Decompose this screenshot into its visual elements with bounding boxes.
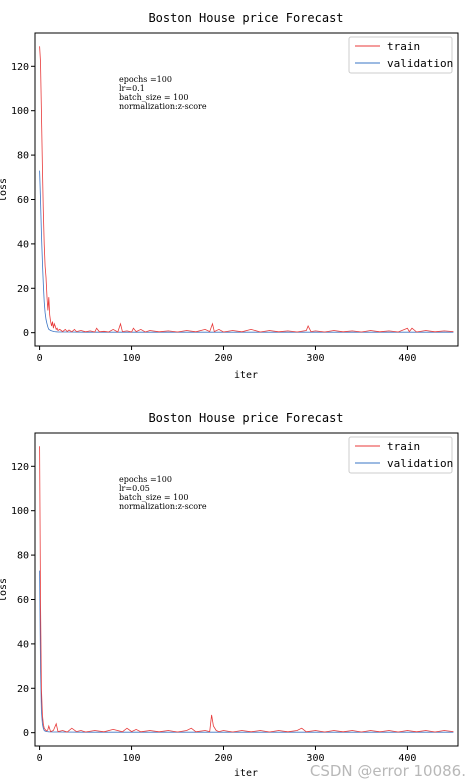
y-tick-label: 120 (11, 62, 29, 73)
y-tick-label: 0 (23, 728, 29, 739)
plot-area: 0 20 40 60 80 100 120 0 100 200 300 400 (11, 432, 459, 764)
plot-frame (34, 32, 459, 347)
chart-title: Boston House price Forecast (148, 11, 343, 25)
plot-frame (34, 432, 459, 747)
y-axis-label: loss (0, 178, 9, 202)
series-line-validation (39, 170, 454, 333)
y-tick-label: 60 (17, 595, 29, 606)
y-tick-label: 60 (17, 195, 29, 206)
x-tick-label: 100 (123, 753, 141, 764)
x-tick-label: 100 (123, 353, 141, 364)
series-line-train (39, 446, 454, 733)
x-tick-label: 300 (306, 353, 324, 364)
watermark-text: CSDN @error 10086. (309, 762, 466, 780)
plot-area: 0 20 40 60 80 100 120 0 100 200 300 400 (11, 32, 459, 364)
annotation-line: batch_size = 100 (119, 493, 188, 502)
legend: train validation (348, 436, 453, 474)
y-tick-label: 20 (17, 284, 29, 295)
y-tick-label: 20 (17, 684, 29, 695)
y-tick-label: 0 (23, 328, 29, 339)
legend-label-train: train (387, 440, 420, 453)
y-tick-label: 40 (17, 639, 29, 650)
x-axis-label: iter (234, 370, 258, 381)
y-tick-label: 80 (17, 151, 29, 162)
y-tick-label: 40 (17, 239, 29, 250)
annotation-line: normalization:z-score (119, 102, 207, 111)
x-tick-label: 400 (398, 753, 416, 764)
legend: train validation (348, 36, 453, 74)
x-axis-label: iter (234, 768, 258, 779)
annotation-block: epochs =100 lr=0.05 batch_size = 100 nor… (119, 475, 207, 511)
series-line-train (39, 46, 454, 333)
legend-label-train: train (387, 40, 420, 53)
annotation-line: batch_size = 100 (119, 93, 188, 102)
chart-top: Boston House price Forecast 0 20 40 60 80 100… (0, 11, 459, 381)
legend-label-validation: validation (387, 57, 453, 70)
x-tick-label: 200 (214, 753, 232, 764)
x-tick-label: 400 (398, 353, 416, 364)
y-tick-label: 120 (11, 462, 29, 473)
annotation-block: epochs =100 lr=0.1 batch_size = 100 norm… (119, 75, 207, 111)
y-tick-label: 80 (17, 551, 29, 562)
x-tick-label: 0 (37, 353, 43, 364)
x-tick-label: 0 (37, 753, 43, 764)
annotation-line: lr=0.1 (119, 84, 145, 93)
annotation-line: epochs =100 (119, 75, 172, 84)
annotation-line: normalization:z-score (119, 502, 207, 511)
annotation-line: epochs =100 (119, 475, 172, 484)
y-axis-label: loss (0, 578, 9, 602)
y-tick-label: 100 (11, 506, 29, 517)
y-tick-label: 100 (11, 106, 29, 117)
legend-label-validation: validation (387, 457, 453, 470)
annotation-line: lr=0.05 (119, 484, 150, 493)
x-tick-label: 200 (214, 353, 232, 364)
x-tick-label: 300 (306, 753, 324, 764)
chart-title: Boston House price Forecast (148, 411, 343, 425)
series-line-validation (39, 570, 454, 733)
chart-bottom: Boston House price Forecast 0 20 40 60 80 100… (0, 411, 459, 779)
